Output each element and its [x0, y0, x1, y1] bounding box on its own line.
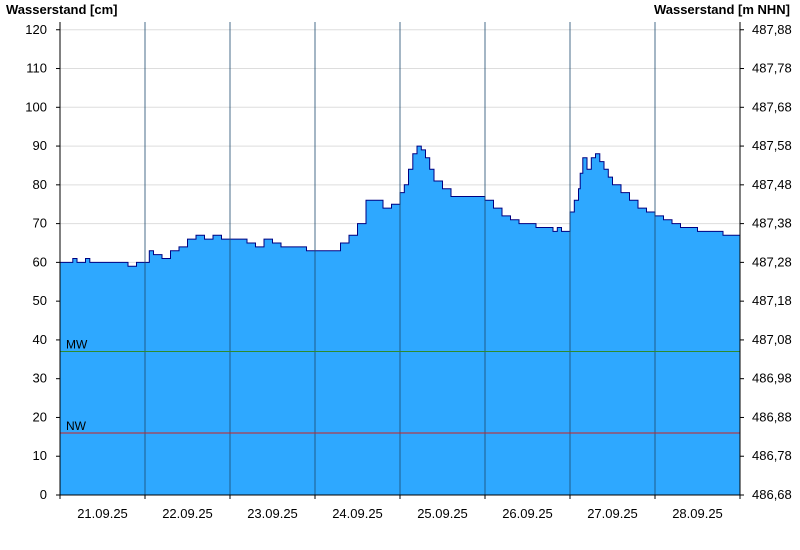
right-tick-label-6: 487,28 [752, 254, 792, 269]
ref-label-mw: MW [66, 338, 88, 352]
left-tick-label-4: 40 [33, 332, 47, 347]
right-tick-label-7: 487,38 [752, 216, 792, 231]
x-tick-label-0: 21.09.25 [77, 506, 128, 521]
x-tick-label-5: 26.09.25 [502, 506, 553, 521]
right-tick-label-9: 487,58 [752, 138, 792, 153]
left-tick-label-5: 50 [33, 293, 47, 308]
left-tick-label-9: 90 [33, 138, 47, 153]
left-tick-label-8: 80 [33, 177, 47, 192]
right-tick-label-0: 486,68 [752, 487, 792, 502]
ref-label-nw: NW [66, 419, 87, 433]
right-tick-label-3: 486,98 [752, 371, 792, 386]
x-tick-label-4: 25.09.25 [417, 506, 468, 521]
x-tick-label-3: 24.09.25 [332, 506, 383, 521]
left-tick-label-7: 70 [33, 216, 47, 231]
left-tick-label-6: 60 [33, 254, 47, 269]
right-axis-title: Wasserstand [m NHN] [654, 2, 790, 17]
right-tick-label-8: 487,48 [752, 177, 792, 192]
right-tick-label-10: 487,68 [752, 99, 792, 114]
x-tick-label-1: 22.09.25 [162, 506, 213, 521]
left-tick-label-1: 10 [33, 448, 47, 463]
x-tick-label-6: 27.09.25 [587, 506, 638, 521]
right-tick-label-4: 487,08 [752, 332, 792, 347]
left-tick-label-3: 30 [33, 371, 47, 386]
left-tick-label-12: 120 [25, 22, 47, 37]
right-tick-label-1: 486,78 [752, 448, 792, 463]
right-tick-label-11: 487,78 [752, 61, 792, 76]
water-level-line [60, 145, 740, 267]
right-tick-label-12: 487,88 [752, 22, 792, 37]
right-tick-label-2: 486,88 [752, 409, 792, 424]
x-tick-label-2: 23.09.25 [247, 506, 298, 521]
left-tick-label-0: 0 [40, 487, 47, 502]
left-tick-label-2: 20 [33, 409, 47, 424]
left-tick-label-11: 110 [26, 61, 47, 76]
plot-area: MW NW 0 486,68 10 486,78 20 486,88 30 486,98 40 487… [25, 22, 791, 521]
left-axis-title: Wasserstand [cm] [6, 2, 118, 17]
x-tick-label-7: 28.09.25 [672, 506, 723, 521]
right-tick-label-5: 487,18 [752, 293, 792, 308]
left-tick-label-10: 100 [25, 99, 47, 114]
